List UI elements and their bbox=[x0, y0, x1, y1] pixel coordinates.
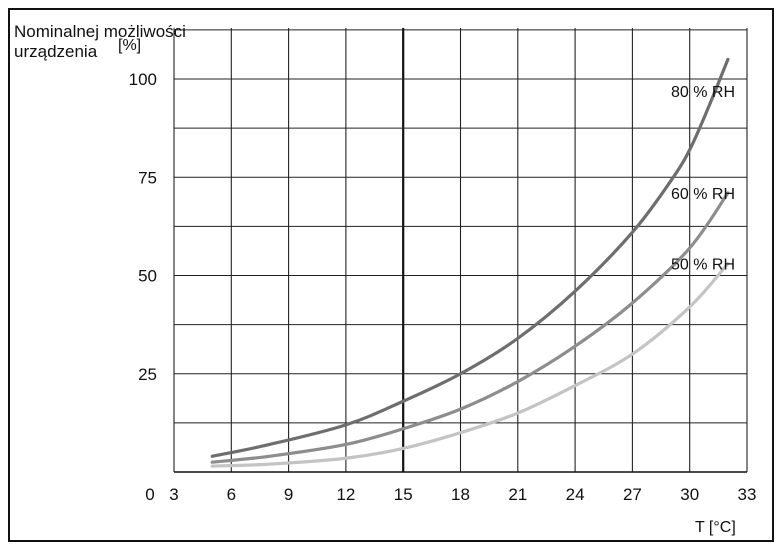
y-tick-label: 75 bbox=[138, 168, 157, 187]
y-tick-label: 50 bbox=[138, 267, 157, 286]
series-label-2: 60 % RH bbox=[671, 186, 735, 203]
x-tick-label: 9 bbox=[284, 485, 293, 504]
y-tick-label-group: 25 50 75 100 bbox=[129, 70, 157, 384]
y-tick-label: 100 bbox=[129, 70, 157, 89]
y-tick-label: 25 bbox=[138, 365, 157, 384]
y-axis-unit: [%] bbox=[118, 37, 141, 54]
y-axis-label-line-2: urządzenia bbox=[14, 42, 98, 61]
x-tick-label: 21 bbox=[508, 485, 527, 504]
series-line-1 bbox=[210, 57, 730, 458]
x-tick-label: 30 bbox=[680, 485, 699, 504]
x-tick-label: 15 bbox=[394, 485, 413, 504]
x-tick-label: 12 bbox=[336, 485, 355, 504]
series-layer bbox=[210, 57, 730, 468]
x-axis-label: T [°C] bbox=[695, 519, 736, 536]
x-tick-label: 24 bbox=[566, 485, 585, 504]
x-tick-label: 0 bbox=[145, 485, 154, 504]
x-tick-label: 33 bbox=[738, 485, 757, 504]
series-line-2 bbox=[210, 191, 730, 464]
x-tick-label: 27 bbox=[623, 485, 642, 504]
y-axis-label-line-1: Nominalnej możliwości bbox=[14, 22, 186, 41]
x-tick-label: 6 bbox=[227, 485, 236, 504]
x-tick-label: 18 bbox=[451, 485, 470, 504]
grid-layer bbox=[173, 28, 748, 473]
series-label-3: 50 % RH bbox=[671, 257, 735, 274]
x-tick-label-group: 0 3 6 9 12 15 18 21 24 27 30 33 bbox=[145, 485, 756, 504]
series-label-1: 80 % RH bbox=[671, 84, 735, 101]
series-label-group: 80 % RH 60 % RH 50 % RH bbox=[671, 84, 735, 274]
series-line-3 bbox=[210, 262, 730, 468]
x-tick-label: 3 bbox=[169, 485, 178, 504]
